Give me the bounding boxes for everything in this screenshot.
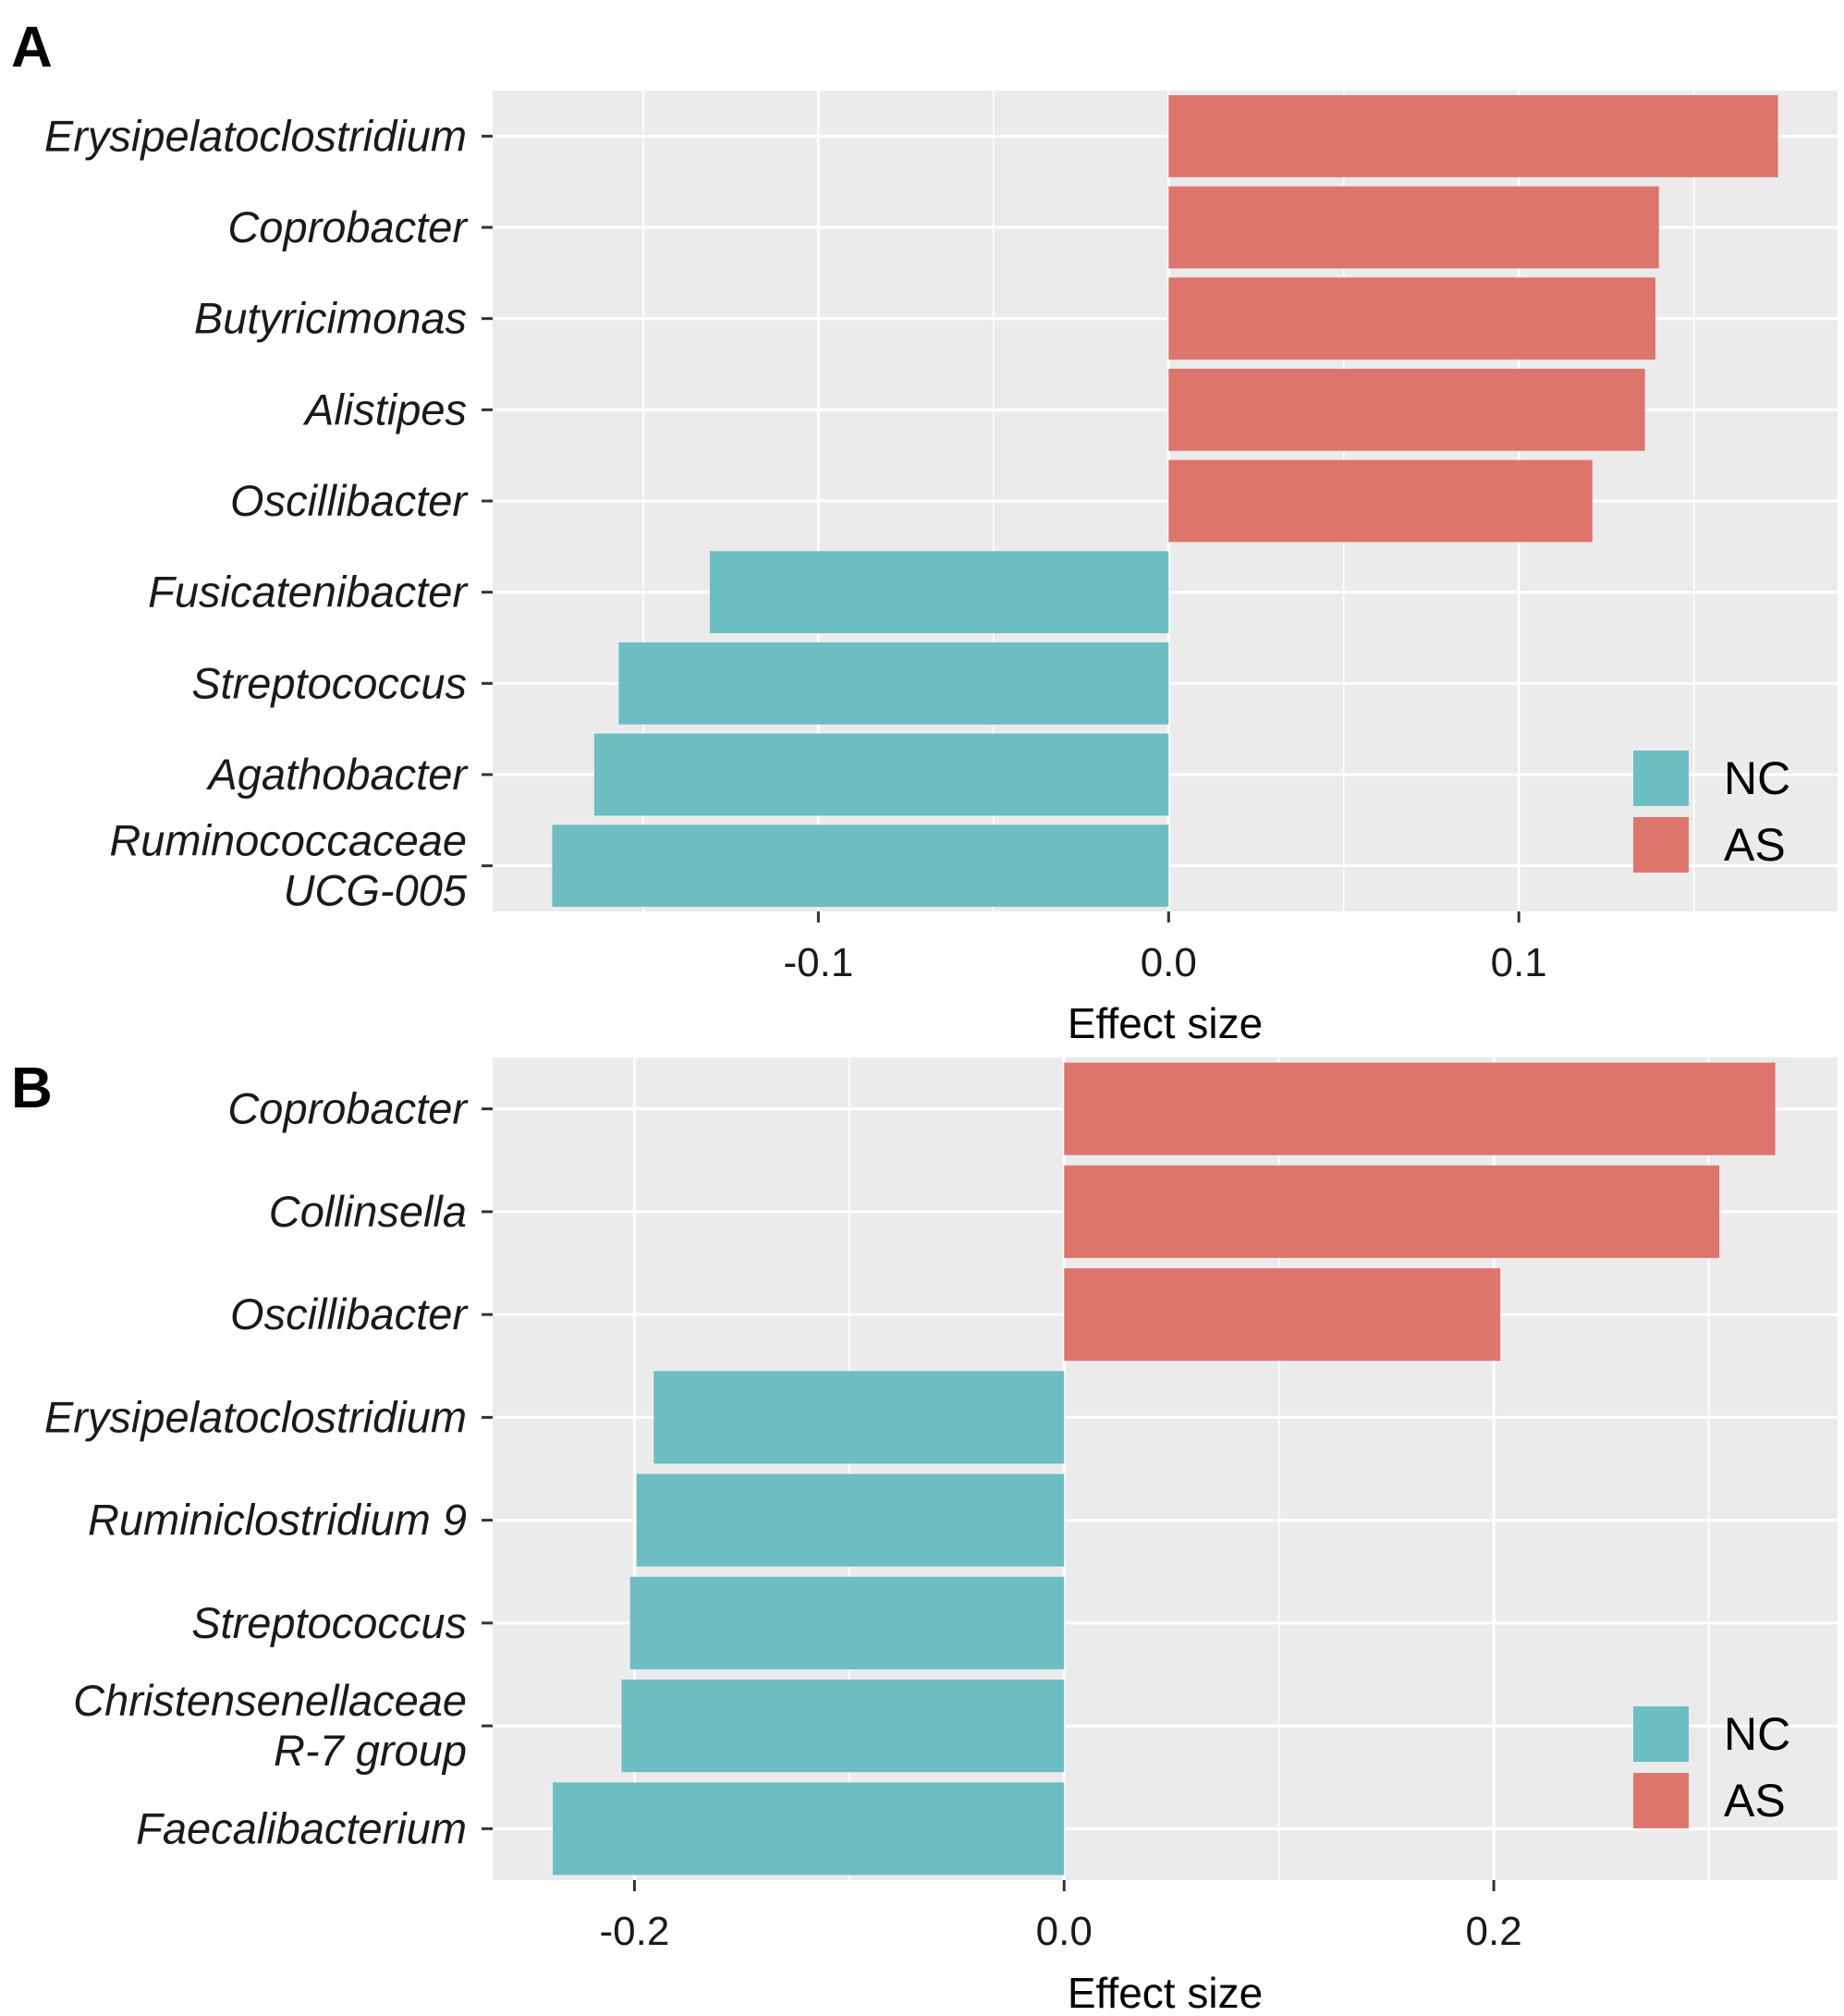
category-label-line: Erysipelatoclostridium xyxy=(44,1392,467,1441)
category-label-line: Coprobacter xyxy=(227,202,469,251)
panel-b-x-ticks: -0.2 0.0 0.2 xyxy=(599,1880,1522,1954)
category-label: Ruminococcaceae UCG-005 xyxy=(109,816,468,915)
category-label: Fusicatenibacter xyxy=(148,568,469,617)
category-label-line: Fusicatenibacter xyxy=(148,568,469,617)
bar-nc xyxy=(653,1371,1065,1464)
category-label: Coprobacter xyxy=(227,1084,469,1133)
bar-nc xyxy=(553,1782,1065,1875)
legend-label-nc: NC xyxy=(1724,752,1790,804)
bar-as xyxy=(1064,1165,1720,1258)
x-tick-label: 0.1 xyxy=(1491,940,1547,985)
panel-b-bars xyxy=(553,1062,1776,1875)
category-label: Coprobacter xyxy=(227,202,469,251)
legend-label-as: AS xyxy=(1724,1775,1786,1827)
x-tick-label: 0.0 xyxy=(1141,940,1197,985)
bar-nc xyxy=(709,551,1169,634)
bar-as xyxy=(1064,1268,1501,1362)
category-label-line: Oscillibacter xyxy=(230,1289,469,1338)
category-label: Alistipes xyxy=(302,385,467,434)
category-label: Christensenellaceae R-7 group xyxy=(73,1676,467,1775)
bar-nc xyxy=(629,1576,1065,1669)
category-label-line: Christensenellaceae xyxy=(73,1676,467,1725)
panel-b-legend: NC AS xyxy=(1633,1706,1790,1828)
category-label: Streptococcus xyxy=(191,658,467,707)
legend-label-as: AS xyxy=(1724,819,1786,871)
bar-nc xyxy=(621,1680,1065,1773)
bar-as xyxy=(1168,186,1659,269)
category-label: Collinsella xyxy=(269,1187,467,1236)
category-label-line: Faecalibacterium xyxy=(136,1803,467,1852)
bar-as xyxy=(1168,459,1593,543)
panel-a-letter: A xyxy=(11,16,53,79)
category-label: Faecalibacterium xyxy=(136,1803,467,1852)
legend-swatch-nc xyxy=(1633,1706,1689,1762)
category-label-line: Erysipelatoclostridium xyxy=(44,111,467,160)
category-label: Erysipelatoclostridium xyxy=(44,111,467,160)
panel-a-legend: NC AS xyxy=(1633,751,1790,873)
category-label: Erysipelatoclostridium xyxy=(44,1392,467,1441)
bar-nc xyxy=(552,825,1169,908)
panel-a-category-labels: Erysipelatoclostridium Coprobacter Butyric… xyxy=(44,111,493,915)
panel-a-bars xyxy=(552,94,1778,908)
category-label-line: Oscillibacter xyxy=(230,476,469,525)
category-label-line: Coprobacter xyxy=(227,1084,469,1133)
category-label-line: Ruminiclostridium 9 xyxy=(88,1496,467,1545)
panel-b-x-axis-title: Effect size xyxy=(1068,1969,1263,2016)
category-label-line: Collinsella xyxy=(269,1187,467,1236)
category-label-line: Alistipes xyxy=(302,385,467,434)
bar-as xyxy=(1168,368,1645,451)
category-label-line: UCG-005 xyxy=(283,866,467,915)
x-tick-label: 0.0 xyxy=(1036,1909,1093,1954)
bar-as xyxy=(1064,1062,1776,1155)
category-label-line: Ruminococcaceae xyxy=(109,816,467,865)
panel-a-x-ticks: -0.1 0.0 0.1 xyxy=(783,911,1547,985)
category-label-line: Butyricimonas xyxy=(194,294,467,343)
category-label: Oscillibacter xyxy=(230,1289,469,1338)
category-label: Oscillibacter xyxy=(230,476,469,525)
x-tick-label: -0.2 xyxy=(599,1909,669,1954)
panel-a: A Erysipelatoclostridium Coprobacter Butyr… xyxy=(11,16,1838,1047)
bar-nc xyxy=(593,733,1169,816)
panel-b-letter: B xyxy=(11,1057,53,1120)
x-tick-label: 0.2 xyxy=(1466,1909,1522,1954)
bar-nc xyxy=(636,1473,1065,1567)
category-label-line: Streptococcus xyxy=(191,1598,467,1647)
panel-b-category-labels: Coprobacter Collinsella Oscillibacter Erysi… xyxy=(44,1084,493,1852)
category-label-line: R-7 group xyxy=(274,1726,467,1775)
bar-nc xyxy=(618,641,1169,725)
bar-as xyxy=(1168,277,1655,360)
bar-as xyxy=(1168,94,1778,177)
legend-swatch-nc xyxy=(1633,751,1689,806)
legend-swatch-as xyxy=(1633,1773,1689,1828)
category-label: Agathobacter xyxy=(205,750,469,799)
panel-a-x-axis-title: Effect size xyxy=(1068,999,1263,1047)
category-label-line: Streptococcus xyxy=(191,658,467,707)
legend-swatch-as xyxy=(1633,817,1689,873)
category-label: Butyricimonas xyxy=(194,294,467,343)
category-label-line: Agathobacter xyxy=(205,750,469,799)
panel-b: B Coprobacter Collinsella Oscillibacter Ery… xyxy=(11,1057,1838,2016)
legend-label-nc: NC xyxy=(1724,1708,1790,1760)
category-label: Streptococcus xyxy=(191,1598,467,1647)
x-tick-label: -0.1 xyxy=(783,940,853,985)
category-label: Ruminiclostridium 9 xyxy=(88,1496,467,1545)
